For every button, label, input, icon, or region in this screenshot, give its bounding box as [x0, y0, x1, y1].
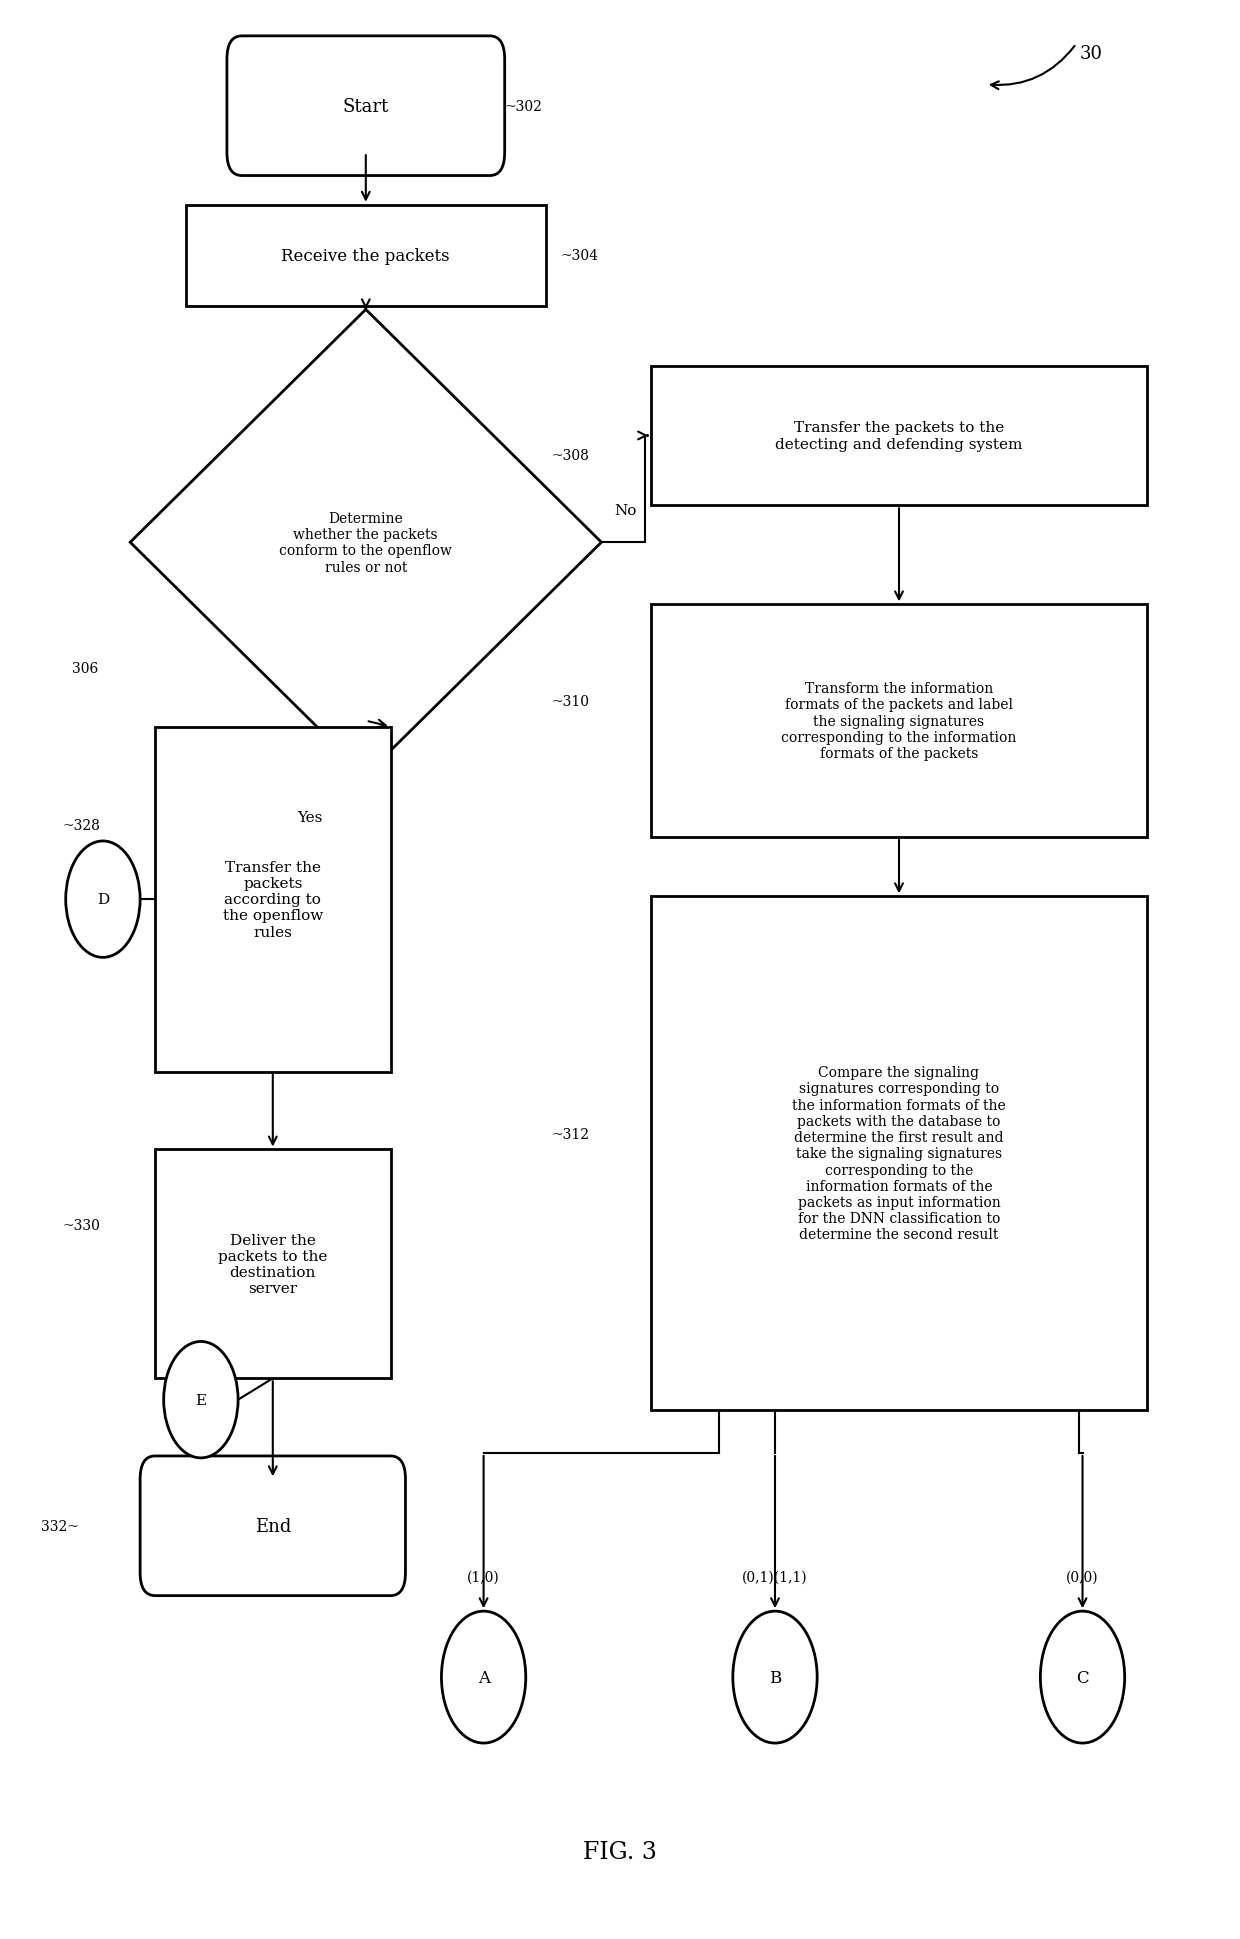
Text: ~330: ~330 [62, 1218, 100, 1233]
Text: A: A [477, 1669, 490, 1685]
Text: (0,1)(1,1): (0,1)(1,1) [743, 1569, 807, 1584]
Text: ~304: ~304 [560, 248, 599, 264]
Text: Yes: Yes [298, 811, 322, 824]
Bar [155, 1150, 391, 1379]
Text: 306: 306 [72, 661, 98, 677]
Text: Transform the information
formats of the packets and label
the signaling signatu: Transform the information formats of the… [781, 683, 1017, 760]
Text: E: E [196, 1392, 206, 1408]
Text: Transfer the
packets
according to
the openflow
rules: Transfer the packets according to the op… [223, 861, 322, 938]
Bar [186, 206, 546, 306]
FancyBboxPatch shape [227, 37, 505, 176]
FancyBboxPatch shape [140, 1456, 405, 1596]
Text: D: D [97, 892, 109, 907]
Circle shape [66, 842, 140, 958]
Text: ~302: ~302 [505, 99, 543, 114]
Text: ~328: ~328 [62, 818, 100, 834]
Text: Determine
whether the packets
conform to the openflow
rules or not: Determine whether the packets conform to… [279, 512, 453, 574]
Text: Start: Start [342, 97, 389, 116]
Text: No: No [614, 504, 636, 518]
Text: (1,0): (1,0) [467, 1569, 500, 1584]
Text: End: End [254, 1516, 291, 1536]
Text: 332~: 332~ [41, 1518, 79, 1534]
Circle shape [733, 1611, 817, 1743]
Text: B: B [769, 1669, 781, 1685]
Text: 30: 30 [1080, 45, 1102, 64]
Text: ~312: ~312 [552, 1127, 590, 1142]
Text: Deliver the
packets to the
destination
server: Deliver the packets to the destination s… [218, 1233, 327, 1295]
Text: C: C [1076, 1669, 1089, 1685]
Text: Receive the packets: Receive the packets [281, 248, 450, 264]
Text: ~308: ~308 [552, 448, 590, 463]
Circle shape [1040, 1611, 1125, 1743]
Circle shape [441, 1611, 526, 1743]
Bar [651, 896, 1147, 1412]
Bar [651, 605, 1147, 838]
Text: Transfer the packets to the
detecting and defending system: Transfer the packets to the detecting an… [775, 421, 1023, 452]
Circle shape [164, 1342, 238, 1458]
Text: FIG. 3: FIG. 3 [583, 1840, 657, 1863]
Polygon shape [130, 310, 601, 776]
Text: (0,0): (0,0) [1066, 1569, 1099, 1584]
Text: ~310: ~310 [552, 694, 590, 710]
Bar [155, 727, 391, 1072]
Bar [651, 366, 1147, 506]
Text: Compare the signaling
signatures corresponding to
the information formats of the: Compare the signaling signatures corresp… [792, 1066, 1006, 1241]
